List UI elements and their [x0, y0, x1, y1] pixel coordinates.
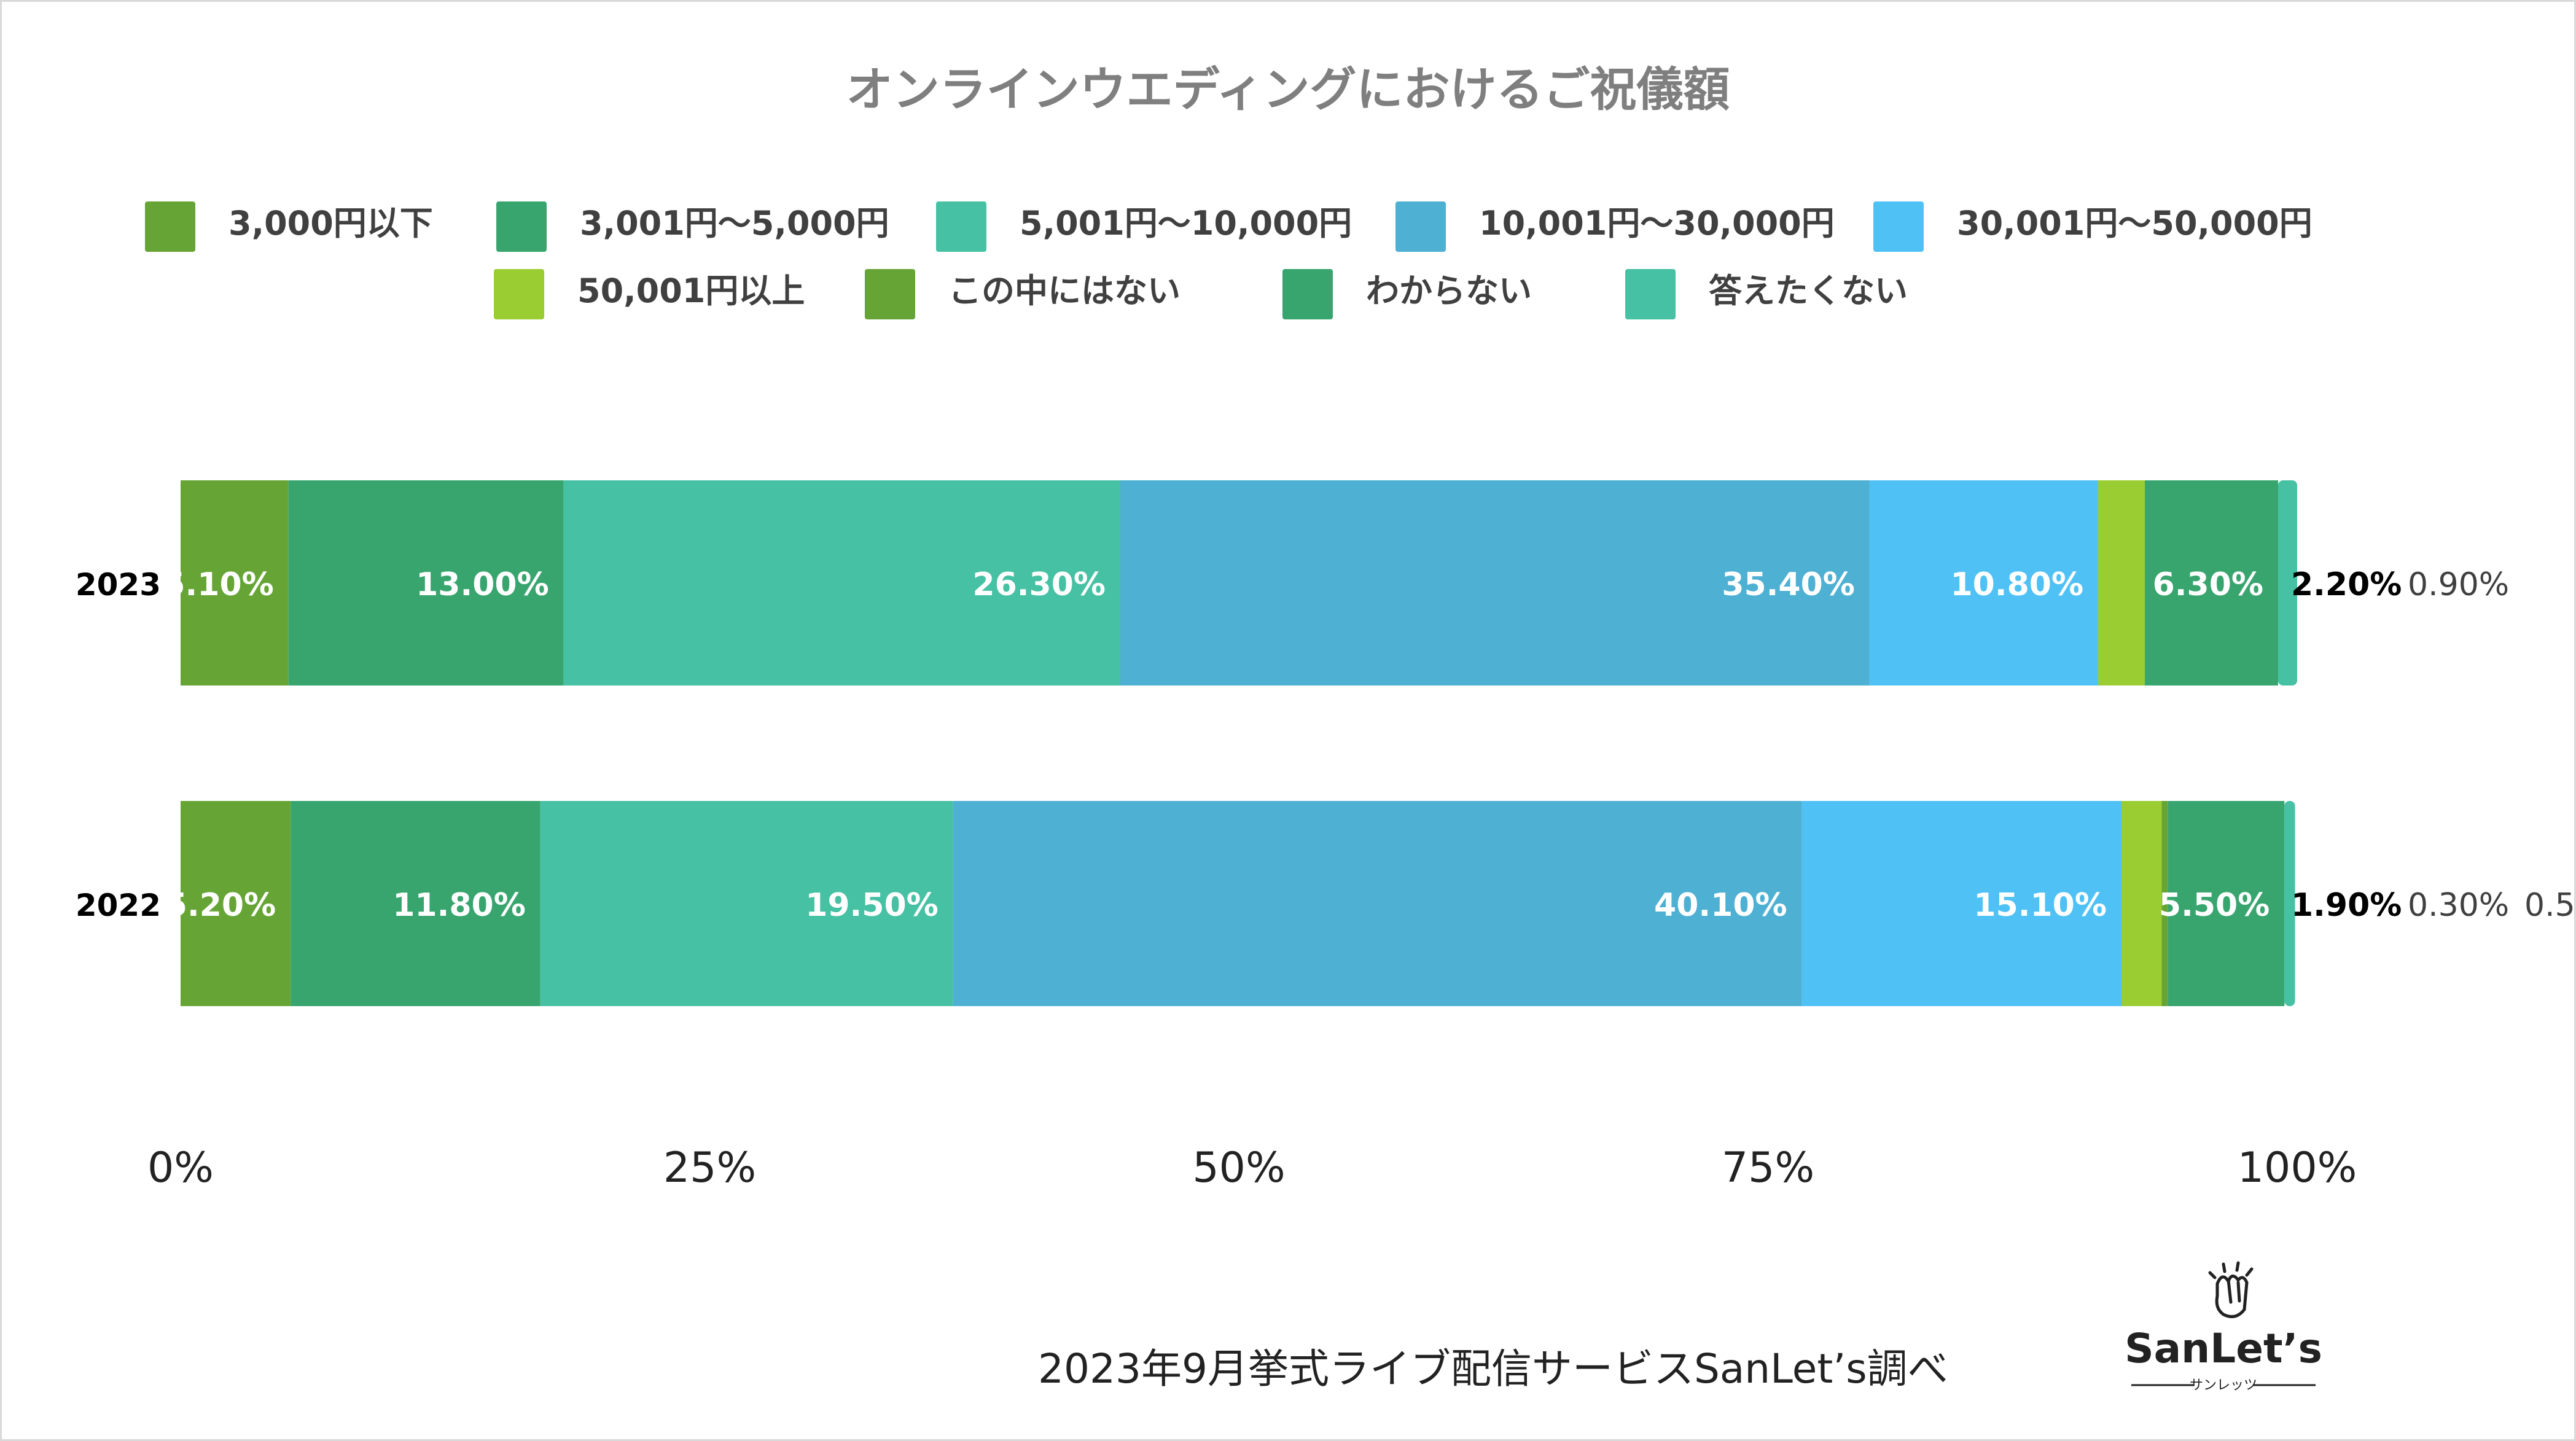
data-label-2023-8: 6.30% [2153, 566, 2263, 603]
legend-item-1-swatch [145, 201, 195, 252]
bar-2022-segment-2 [291, 801, 541, 1006]
sanlets-logo: SanLet’s サンレッツ [2125, 1261, 2322, 1393]
data-label-2023-5: 10.80% [1950, 566, 2083, 603]
data-label-2022-4: 40.10% [1654, 887, 1787, 924]
x-tick-label-1: 0% [147, 1144, 214, 1192]
bar-2022-segment-5 [1801, 801, 2121, 1006]
data-label-2022-3: 19.50% [805, 887, 939, 924]
x-tick-label-3: 50% [1192, 1144, 1285, 1192]
bar-2022-segment-8 [2168, 801, 2285, 1006]
category-label-2023: 2023 [76, 567, 161, 603]
chart-category-labels: 2023 2022 [76, 567, 161, 923]
chart-x-axis-ticks: 0% 25% 50% 75% 100% [147, 1144, 2357, 1192]
x-tick-label-5: 100% [2238, 1144, 2357, 1192]
legend-item-9-label: 答えたくない [1709, 271, 1908, 310]
data-label-2022-6: 1.90% [2291, 887, 2402, 924]
x-tick-label-2: 25% [663, 1144, 756, 1192]
legend-item-3-swatch [936, 201, 986, 252]
bar-2022-segment-4 [953, 801, 1802, 1006]
legend-item-2-swatch [496, 201, 547, 252]
category-label-2022: 2022 [76, 888, 161, 923]
chart-title: オンラインウエディングにおけるご祝儀額 [846, 62, 1730, 117]
data-label-2023-6: 2.20% [2291, 566, 2402, 603]
logo-subtitle: サンレッツ [2190, 1378, 2257, 1393]
bar-2023-segment-2 [288, 480, 564, 685]
chart-data-labels: 5.10% 13.00% 26.30% 35.40% 10.80% 6.30% 2.20% 0… [163, 566, 2575, 924]
legend-item-7-label: この中にはない [948, 271, 1181, 310]
legend-item-5-label: 30,001円〜50,000円 [1957, 204, 2313, 243]
legend-item-2-label: 3,001円〜5,000円 [580, 204, 889, 243]
x-tick-label-4: 75% [1722, 1144, 1814, 1192]
legend-item-6-label: 50,001円以上 [577, 271, 805, 310]
data-label-2023-2: 13.00% [416, 566, 549, 603]
chart-legend: 3,000円以下 3,001円〜5,000円 5,001円〜10,000円 10,00… [145, 201, 2313, 319]
data-label-2023-1: 5.10% [163, 566, 273, 603]
bar-2023-segment-8 [2144, 480, 2278, 685]
bar-2023-segment-1 [181, 480, 289, 685]
legend-item-4-swatch [1395, 201, 1446, 252]
legend-item-8-label: わからない [1366, 271, 1532, 310]
legend-item-9-swatch [1625, 269, 1676, 319]
bar-2022-segment-9 [2284, 801, 2295, 1006]
source-note: 2023年9月挙式ライブ配信サービスSanLet’s調べ [1038, 1345, 1948, 1392]
legend-item-8-swatch [1282, 269, 1333, 319]
data-label-2023-4: 35.40% [1722, 566, 1855, 603]
bar-2022-segment-6 [2121, 801, 2162, 1006]
data-label-2022-5: 15.10% [1973, 887, 2107, 924]
bar-2023-segment-4 [1120, 480, 1870, 685]
data-label-2022-9: 0.5 [2524, 887, 2575, 924]
legend-item-1-label: 3,000円以下 [228, 204, 433, 243]
logo-wordmark: SanLet’s [2125, 1325, 2322, 1372]
bar-2022-segment-7 [2161, 801, 2168, 1006]
legend-item-6-swatch [494, 269, 544, 319]
bar-2023-segment-6 [2098, 480, 2145, 685]
bar-2022-segment-1 [181, 801, 291, 1006]
data-label-2022-2: 11.80% [392, 887, 526, 924]
legend-item-4-label: 10,001円〜30,000円 [1479, 204, 1835, 243]
legend-item-3-label: 5,001円〜10,000円 [1020, 204, 1352, 243]
bar-2022-segment-3 [540, 801, 953, 1006]
data-label-2023-3: 26.30% [972, 566, 1106, 603]
data-label-2022-8: 5.50% [2159, 887, 2270, 924]
data-label-2022-7: 0.30% [2408, 887, 2509, 924]
bar-2023-segment-5 [1869, 480, 2099, 685]
bar-2023-segment-9 [2277, 480, 2297, 685]
data-label-2023-9: 0.90% [2408, 566, 2509, 603]
legend-item-7-swatch [865, 269, 915, 319]
bar-2023-segment-3 [563, 480, 1121, 685]
data-label-2022-1: 5.20% [165, 887, 276, 924]
clapping-hands-icon [2208, 1261, 2254, 1319]
chart-bars [181, 480, 2297, 1006]
legend-item-5-swatch [1873, 201, 1924, 252]
